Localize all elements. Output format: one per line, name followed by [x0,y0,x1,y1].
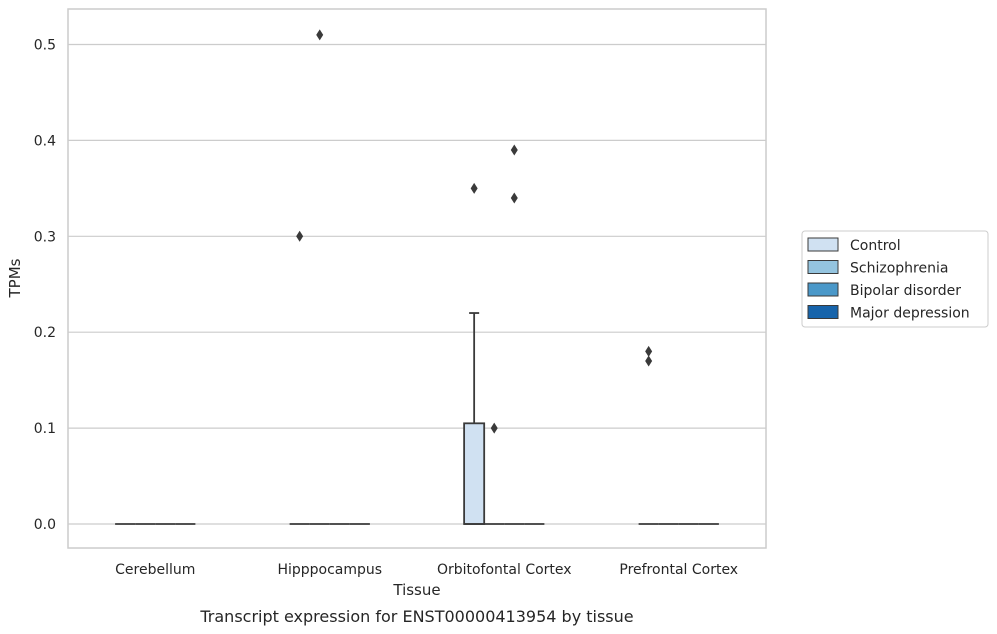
legend-label: Schizophrenia [850,261,948,277]
x-tick-label: Hipppocampus [277,562,382,578]
legend-swatch [807,305,839,319]
outlier-point [490,422,498,434]
x-axis-label: Tissue [392,581,440,599]
legend-label: Control [850,238,901,254]
y-tick-label: 0.2 [34,325,56,341]
legend-label: Bipolar disorder [850,283,961,299]
box-schizophrenia [484,422,505,525]
box-plot-series [115,29,719,525]
y-axis-ticks: 0.0 0.1 0.2 0.3 0.4 0.5 [34,37,56,533]
box-schizophrenia [309,29,330,525]
box-body [463,422,486,525]
y-tick-label: 0.3 [34,229,56,245]
x-tick-label: Cerebellum [115,562,195,578]
y-tick-label: 0.0 [34,517,56,533]
x-axis-ticks: Cerebellum Hipppocampus Orbitofontal Corte… [115,562,738,578]
box-bipolar-disorder [504,144,525,525]
legend-swatch [807,282,839,297]
outlier-point [470,182,478,194]
y-tick-label: 0.5 [34,37,56,53]
x-tick-label: Prefrontal Cortex [619,562,738,578]
outlier-point [510,192,518,204]
grid-lines [68,43,766,525]
y-tick-label: 0.1 [34,421,56,437]
y-tick-label: 0.4 [34,133,56,149]
outlier-point [510,144,518,156]
y-axis-label: TPMs [6,258,24,298]
x-tick-label: Orbitofontal Cortex [437,562,572,578]
chart-caption: Transcript expression for ENST0000041395… [199,607,633,626]
box-control [289,230,310,525]
outlier-point [316,29,324,41]
outlier-point [645,345,653,357]
legend-label: Major depression [850,306,970,322]
box-control [638,345,659,525]
legend-swatch [807,260,839,274]
outlier-point [645,355,653,367]
plot-frame [67,8,767,549]
legend: Control Schizophrenia Bipolar disorder Majo… [801,230,989,328]
outlier-point [296,230,304,242]
box-control [463,182,486,525]
legend-frame [801,230,989,328]
legend-swatch [807,237,839,252]
